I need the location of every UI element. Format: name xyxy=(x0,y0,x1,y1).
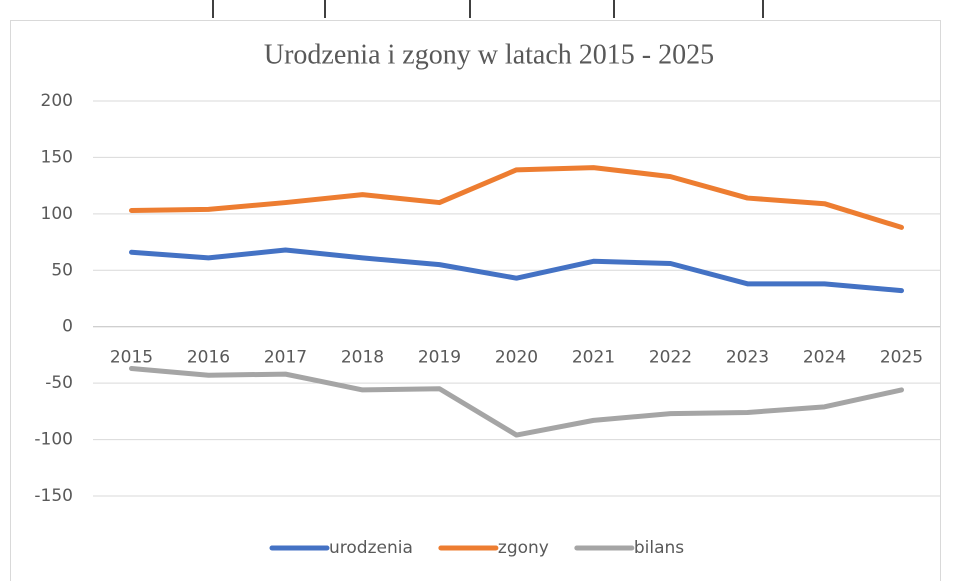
x-tick-label: 2023 xyxy=(726,348,769,368)
x-tick-label: 2019 xyxy=(418,348,461,368)
line-series xyxy=(129,365,904,438)
table-fragment xyxy=(212,0,764,18)
y-tick-label: 150 xyxy=(41,147,73,167)
y-tick-label: -50 xyxy=(45,373,73,393)
chart-frame xyxy=(10,20,941,581)
x-tick-label: 2020 xyxy=(495,348,538,368)
y-tick-label: 200 xyxy=(41,91,73,111)
y-tick-label: 0 xyxy=(62,317,73,337)
x-tick-label: 2016 xyxy=(187,348,230,368)
line-series xyxy=(129,247,904,294)
x-tick-label: 2025 xyxy=(880,348,923,368)
y-tick-label: 100 xyxy=(41,204,73,224)
y-tick-label: -100 xyxy=(34,430,73,450)
x-tick-label: 2022 xyxy=(649,348,692,368)
x-tick-label: 2021 xyxy=(572,348,615,368)
line-series xyxy=(129,165,904,230)
y-tick-label: -150 xyxy=(34,486,73,506)
x-tick-label: 2015 xyxy=(110,348,153,368)
x-tick-label: 2024 xyxy=(803,348,846,368)
chart-title: Urodzenia i zgony w latach 2015 - 2025 xyxy=(264,39,714,70)
legend-label: zgony xyxy=(498,538,549,558)
x-tick-label: 2017 xyxy=(264,348,307,368)
x-tick-label: 2018 xyxy=(341,348,384,368)
y-tick-label: 50 xyxy=(51,260,73,280)
legend-label: bilans xyxy=(634,538,684,558)
legend-label: urodzenia xyxy=(329,538,413,558)
